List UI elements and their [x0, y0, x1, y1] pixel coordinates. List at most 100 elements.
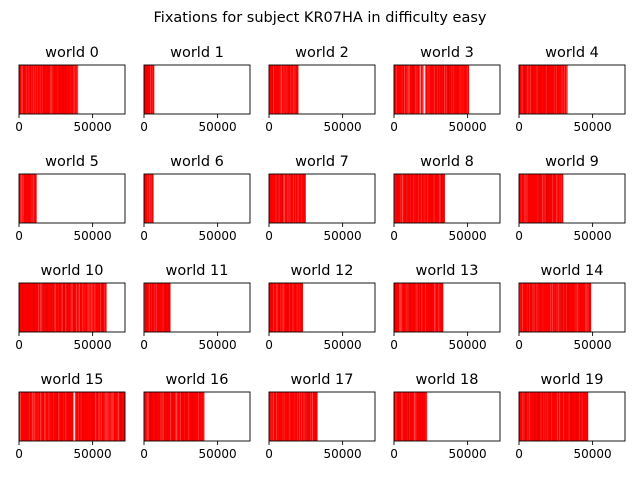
axes-frame — [518, 282, 626, 333]
axes-frame — [393, 282, 501, 333]
x-tick-label: 0 — [390, 447, 398, 461]
x-tick-label: 50000 — [574, 338, 612, 352]
subplot-world-13: world 13 0 50000 — [390, 263, 501, 352]
fixation-span — [19, 65, 78, 114]
x-tick-label: 0 — [15, 447, 23, 461]
fixation-span — [519, 65, 568, 114]
axes-frame — [268, 173, 376, 224]
subplot-world-12: world 12 0 50000 — [265, 263, 376, 352]
axes-frame — [393, 173, 501, 224]
x-tick-label: 0 — [390, 338, 398, 352]
subplot-title: world 5 — [45, 154, 99, 170]
x-tick-label: 0 — [140, 120, 148, 134]
x-tick-label: 50000 — [324, 120, 362, 134]
fixation-gap — [73, 392, 76, 441]
x-tick-label: 0 — [265, 338, 273, 352]
subplot-world-1: world 1 0 50000 — [140, 45, 251, 134]
fixation-span — [269, 392, 318, 441]
subplot-world-11: world 11 0 50000 — [140, 263, 251, 352]
subplot-world-0: world 0 0 50000 — [15, 45, 126, 134]
x-tick-label: 50000 — [574, 120, 612, 134]
subplot-title: world 12 — [291, 263, 354, 279]
axes-frame — [268, 282, 376, 333]
axes-frame — [268, 391, 376, 442]
subplot-world-8: world 8 0 50000 — [390, 154, 501, 243]
x-tick-label: 50000 — [74, 229, 112, 243]
fixation-span — [144, 392, 205, 441]
x-tick-label: 50000 — [449, 447, 487, 461]
subplot-world-3: world 3 0 50000 — [390, 45, 501, 134]
x-tick-label: 50000 — [449, 229, 487, 243]
subplot-world-6: world 6 0 50000 — [140, 154, 251, 243]
x-tick-label: 50000 — [199, 447, 237, 461]
x-tick-label: 50000 — [74, 338, 112, 352]
x-tick-label: 0 — [265, 447, 273, 461]
x-tick-label: 50000 — [574, 229, 612, 243]
axes-frame — [143, 173, 251, 224]
subplot-world-14: world 14 0 50000 — [515, 263, 626, 352]
axes-frame — [18, 173, 126, 224]
x-tick-label: 50000 — [74, 120, 112, 134]
subplot-title: world 13 — [416, 263, 479, 279]
axes-frame — [143, 64, 251, 115]
axes-frame — [143, 391, 251, 442]
x-tick-label: 0 — [390, 229, 398, 243]
x-tick-label: 50000 — [74, 447, 112, 461]
fixation-gap — [419, 65, 421, 114]
subplot-title: world 15 — [41, 372, 104, 388]
fixation-span — [144, 283, 171, 332]
x-tick-label: 50000 — [324, 229, 362, 243]
subplot-title: world 17 — [291, 372, 354, 388]
subplot-world-17: world 17 0 50000 — [265, 372, 376, 461]
subplot-world-10: world 10 0 50000 — [15, 263, 126, 352]
x-tick-label: 0 — [265, 229, 273, 243]
subplot-world-15: world 15 0 50000 — [15, 372, 126, 461]
subplot-title: world 3 — [420, 45, 474, 61]
x-tick-label: 50000 — [199, 338, 237, 352]
fixation-span — [269, 283, 303, 332]
fixation-gap — [423, 65, 426, 114]
subplot-title: world 18 — [416, 372, 479, 388]
subplot-world-5: world 5 0 50000 — [15, 154, 126, 243]
subplot-title: world 9 — [545, 154, 599, 170]
x-tick-label: 50000 — [574, 447, 612, 461]
x-tick-label: 50000 — [199, 120, 237, 134]
axes-frame — [518, 391, 626, 442]
x-tick-label: 0 — [515, 447, 523, 461]
subplot-title: world 11 — [166, 263, 229, 279]
fixation-span — [394, 65, 470, 114]
subplot-title: world 8 — [420, 154, 474, 170]
x-tick-label: 0 — [265, 120, 273, 134]
x-tick-label: 0 — [515, 120, 523, 134]
subplot-title: world 0 — [45, 45, 99, 61]
subplot-world-16: world 16 0 50000 — [140, 372, 251, 461]
fixation-span — [19, 283, 107, 332]
subplot-title: world 10 — [41, 263, 104, 279]
subplot-title: world 4 — [545, 45, 599, 61]
x-tick-label: 50000 — [324, 447, 362, 461]
subplot-title: world 2 — [295, 45, 349, 61]
axes-frame — [393, 391, 501, 442]
subplot-world-18: world 18 0 50000 — [390, 372, 501, 461]
x-tick-label: 50000 — [324, 338, 362, 352]
subplot-title: world 14 — [541, 263, 604, 279]
x-tick-label: 0 — [515, 338, 523, 352]
subplot-world-9: world 9 0 50000 — [515, 154, 626, 243]
axes-frame — [393, 64, 501, 115]
x-tick-label: 0 — [515, 229, 523, 243]
fixation-span — [394, 392, 428, 441]
x-tick-label: 0 — [15, 120, 23, 134]
subplot-world-7: world 7 0 50000 — [265, 154, 376, 243]
axes-frame — [518, 173, 626, 224]
x-tick-label: 50000 — [449, 338, 487, 352]
x-tick-label: 50000 — [449, 120, 487, 134]
subplot-world-19: world 19 0 50000 — [515, 372, 626, 461]
axes-frame — [518, 64, 626, 115]
axes-frame — [143, 282, 251, 333]
axes-frame — [18, 391, 126, 442]
subplot-title: world 7 — [295, 154, 349, 170]
subplot-title: world 6 — [170, 154, 224, 170]
subplot-world-2: world 2 0 50000 — [265, 45, 376, 134]
